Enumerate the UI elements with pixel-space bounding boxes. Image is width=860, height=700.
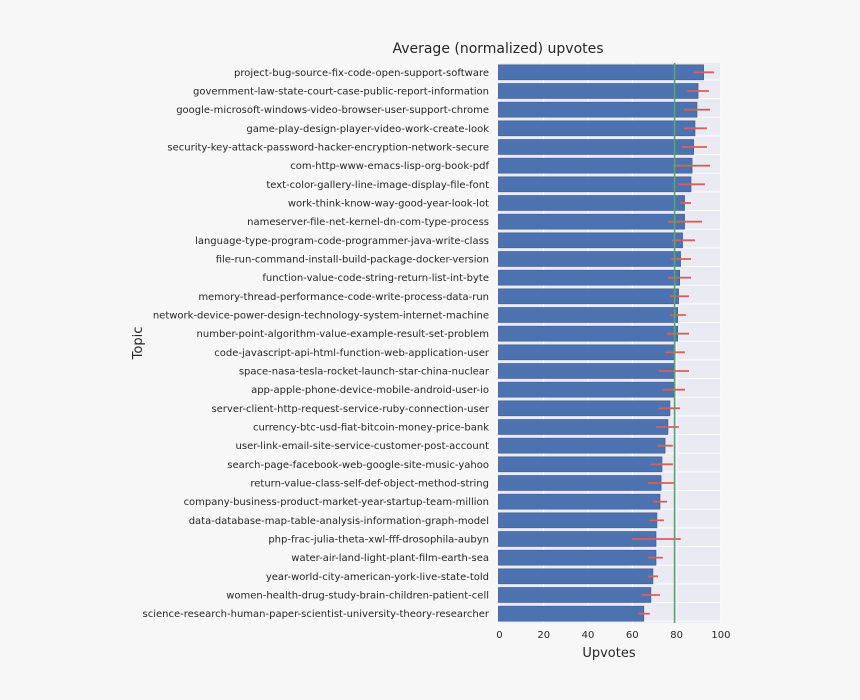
bar <box>498 456 663 473</box>
y-tick-label: app-apple-phone-device-mobile-android-us… <box>251 385 489 396</box>
y-tick-label: language-type-program-code-programmer-ja… <box>195 236 489 247</box>
y-tick-label: file-run-command-install-build-package-d… <box>216 255 489 266</box>
bar <box>498 101 698 118</box>
y-tick-label: company-business-product-market-year-sta… <box>184 497 489 508</box>
bar <box>498 195 685 211</box>
y-tick-label: code-javascript-api-html-function-web-ap… <box>214 348 490 359</box>
bar <box>498 587 652 603</box>
y-tick-label: function-value-code-string-return-list-i… <box>262 273 489 284</box>
bar <box>498 157 693 174</box>
y-tick-label: women-health-drug-study-brain-children-p… <box>226 591 489 602</box>
bar <box>498 512 658 529</box>
y-axis-label: Topic <box>131 327 146 361</box>
y-tick-label: game-play-design-player-video-work-creat… <box>246 124 489 135</box>
bar <box>498 381 675 398</box>
y-tick-label: user-link-email-site-service-customer-po… <box>236 441 490 452</box>
chart-title: Average (normalized) upvotes <box>392 41 603 57</box>
x-axis-label: Upvotes <box>582 646 636 661</box>
bar <box>498 213 685 230</box>
bar <box>498 437 666 454</box>
bar <box>498 139 694 155</box>
y-tick-label: memory-thread-performance-code-write-pro… <box>198 292 489 303</box>
bar <box>498 120 696 137</box>
bar <box>498 307 679 323</box>
x-tick-label: 40 <box>582 630 595 641</box>
y-tick-label: nameserver-file-net-kernel-dn-com-type-p… <box>247 217 489 228</box>
x-tick-label: 100 <box>711 630 730 641</box>
bar <box>498 232 683 249</box>
y-tick-label: year-world-city-american-york-live-state… <box>266 572 489 583</box>
bar <box>498 419 669 435</box>
bar <box>498 269 681 286</box>
y-tick-label: work-think-know-way-good-year-look-lot <box>288 199 489 210</box>
y-tick-label: water-air-land-light-plant-film-earth-se… <box>291 553 489 564</box>
y-tick-label: data-database-map-table-analysis-informa… <box>189 516 489 527</box>
y-tick-label: science-research-human-paper-scientist-u… <box>143 609 490 620</box>
y-tick-label: number-point-algorithm-value-example-res… <box>197 329 489 340</box>
x-tick-labels: 0 20 40 60 80 100 <box>496 630 730 641</box>
y-tick-label: google-microsoft-windows-video-browser-u… <box>176 105 489 116</box>
y-tick-label: network-device-power-design-technology-s… <box>153 311 489 322</box>
bar <box>498 325 679 342</box>
bar <box>498 605 645 622</box>
bar <box>498 176 692 193</box>
x-tick-label: 20 <box>537 630 550 641</box>
y-tick-label: server-client-http-request-service-ruby-… <box>211 404 489 415</box>
y-tick-label: government-law-state-court-case-public-r… <box>193 87 489 98</box>
bar <box>498 568 654 585</box>
bar <box>498 344 676 361</box>
x-tick-label: 80 <box>670 630 683 641</box>
y-tick-label: search-page-facebook-web-google-site-mus… <box>227 460 489 471</box>
y-tick-label: security-key-attack-password-hacker-encr… <box>167 143 489 154</box>
y-tick-label: space-nasa-tesla-rocket-launch-star-chin… <box>239 367 490 378</box>
bar <box>498 64 704 81</box>
x-tick-label: 0 <box>496 630 502 641</box>
bar <box>498 400 671 417</box>
y-tick-label: php-frac-julia-theta-xwl-fff-drosophila-… <box>268 535 489 546</box>
bar <box>498 493 661 510</box>
y-tick-label: currency-btc-usd-fiat-bitcoin-money-pric… <box>253 423 489 434</box>
bar <box>498 288 679 305</box>
x-tick-label: 60 <box>626 630 639 641</box>
bar <box>498 83 699 99</box>
bar <box>498 363 675 379</box>
y-tick-labels: project-bug-source-fix-code-open-support… <box>143 68 490 620</box>
bar <box>498 549 657 566</box>
bar <box>498 475 662 491</box>
y-tick-label: return-value-class-self-def-object-metho… <box>250 479 489 490</box>
y-tick-label: text-color-gallery-line-image-display-fi… <box>266 180 489 191</box>
plot-background <box>498 63 721 623</box>
y-tick-label: com-http-www-emacs-lisp-org-book-pdf <box>290 161 489 172</box>
y-tick-label: project-bug-source-fix-code-open-support… <box>234 68 489 79</box>
error-bars <box>632 71 715 615</box>
bar <box>498 251 681 267</box>
